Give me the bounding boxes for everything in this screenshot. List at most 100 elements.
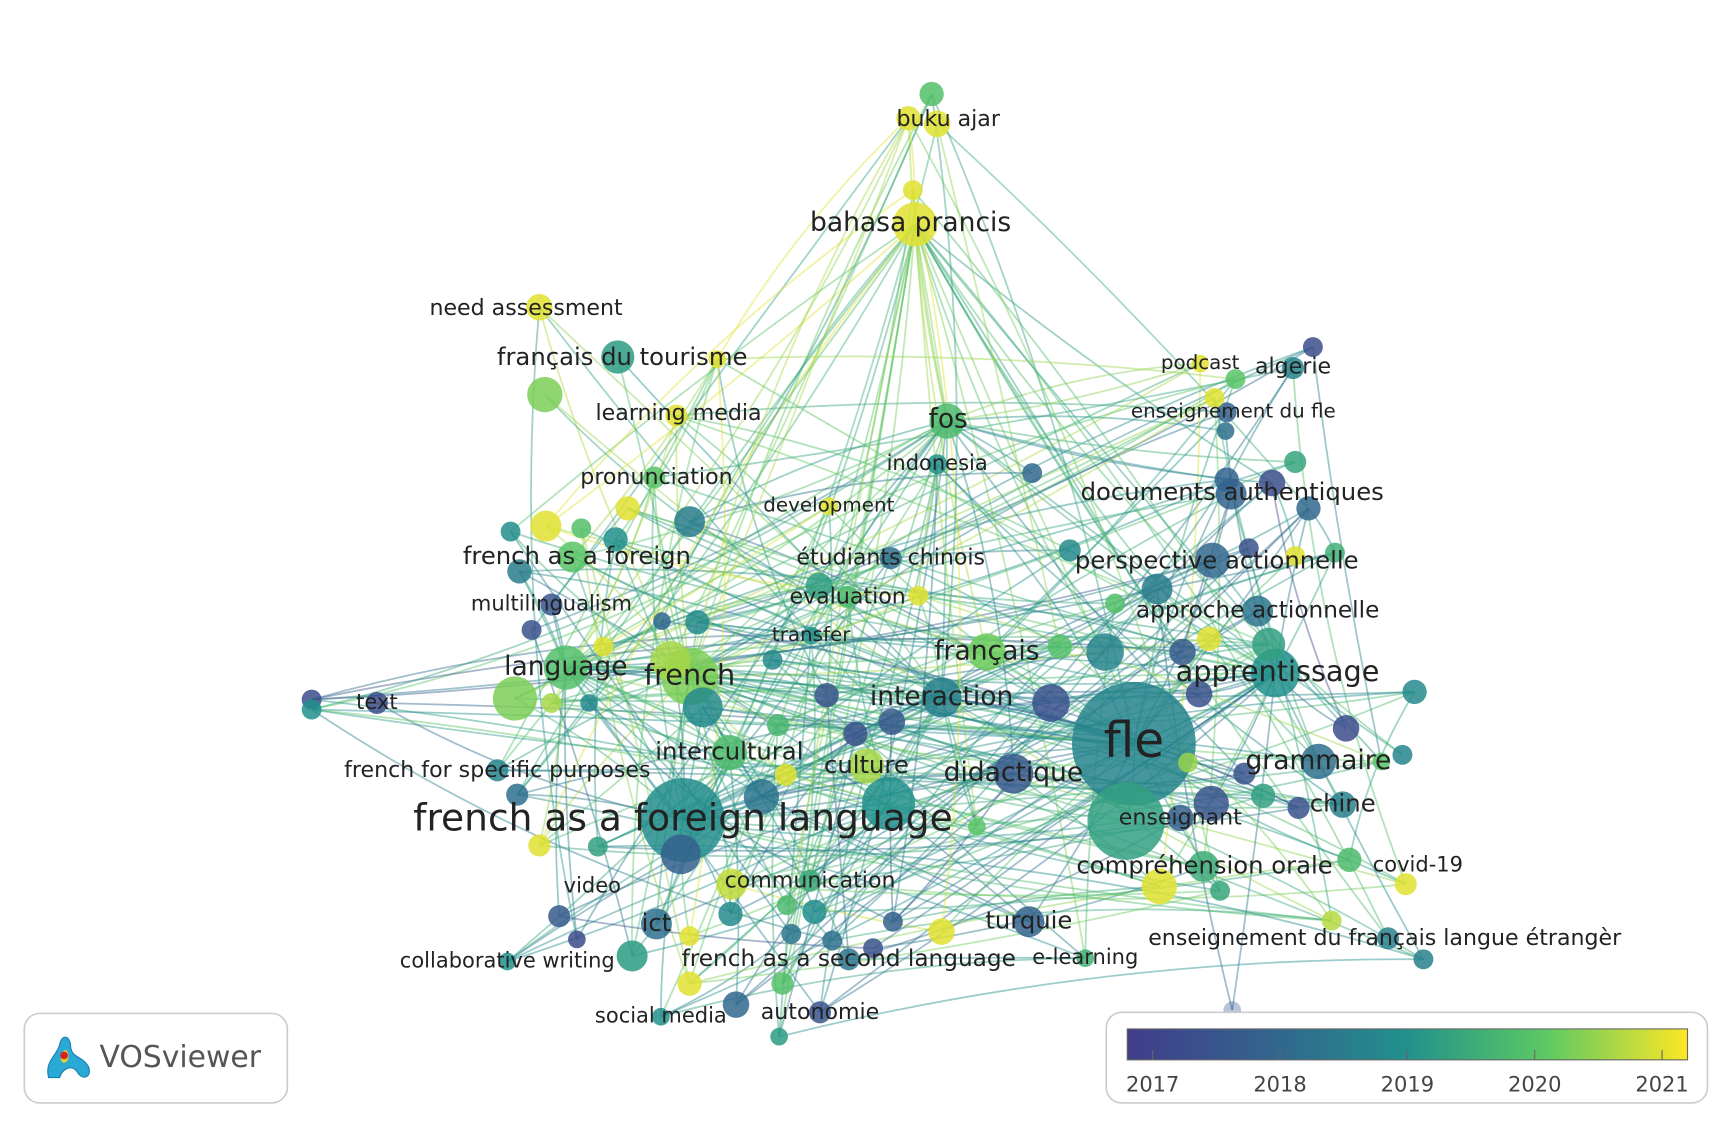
edge [519,568,1276,674]
node [1185,680,1213,708]
node [762,649,783,670]
edge [551,690,1415,730]
node-label: enseignement du français langue étrangèr [1148,925,1622,951]
edge [506,853,682,963]
node-label: video [564,873,621,897]
edge [813,702,1052,913]
node [1141,868,1177,905]
node-label: text [356,690,397,714]
node [896,106,921,131]
edge [917,420,948,596]
edge [848,956,1086,961]
edge [697,346,1314,624]
edge [496,223,916,771]
edge [311,708,1160,888]
node-label: indonesia [887,451,988,475]
edge [946,420,1296,463]
node-label: grammaire [1245,745,1391,776]
edge [946,420,1246,775]
edge [914,223,1403,756]
tick-label: 2017 [1126,1072,1179,1096]
edge [689,675,1424,961]
edge [572,556,942,699]
tick-label: 2021 [1635,1072,1688,1096]
edge [890,557,1061,648]
edge [615,538,1135,745]
node [770,1027,788,1046]
edge [545,189,914,527]
node [1413,949,1434,970]
edge [576,420,948,940]
node [836,585,859,608]
edge [946,362,1201,422]
edge [914,223,1389,939]
edge [814,858,1350,913]
node [1071,681,1196,806]
edge [565,666,1030,923]
node [1032,684,1070,722]
node [1251,648,1300,698]
node [1251,783,1276,808]
edge [831,645,1061,941]
edge [946,420,1403,756]
node [1196,626,1222,651]
node-label: learning media [596,400,762,426]
node [541,692,562,713]
node [993,753,1034,794]
node [766,713,790,737]
node [843,721,868,747]
edge [825,506,833,696]
node-label: enseignant [1119,804,1242,830]
edge [631,743,1135,957]
edge [689,696,943,985]
tick-label: 2018 [1253,1072,1306,1096]
node [679,926,700,947]
node [677,971,702,996]
node [718,901,743,927]
edge [936,123,1061,647]
edge [914,224,1106,653]
logo: VOSviewer [23,1012,289,1104]
edge [565,665,1135,745]
node [1242,595,1274,627]
node [556,541,588,573]
edge [688,117,910,677]
edge [565,666,942,699]
edge [565,378,1236,669]
node-label: social media [595,1004,727,1028]
node [879,547,902,570]
edge [809,224,916,882]
node-label: covid-19 [1373,852,1463,876]
edge [580,528,691,984]
logo-box [23,1012,289,1104]
logo-icon [60,1051,68,1060]
edge [810,634,1221,892]
edge [558,742,1134,917]
node-label: documents authentiques [1081,477,1384,506]
node [506,783,529,806]
node-label: compréhension orale [1076,850,1332,879]
edge [831,908,1332,942]
node-label: bahasa prancis [810,207,1011,238]
node [548,905,571,928]
edge [717,355,1236,380]
edge [597,844,1424,961]
edge [825,695,850,960]
edge [689,675,1382,763]
node [682,687,723,728]
node [1076,949,1095,968]
node [1258,469,1286,497]
edge [509,531,792,935]
logo-icon [47,1036,90,1079]
node-label: ict [642,908,672,937]
edge [819,672,1276,1014]
edge [689,675,1014,775]
node [771,972,794,995]
edge [506,752,731,963]
edge [565,666,942,699]
node [848,748,885,784]
edge [516,223,916,796]
edge [947,415,1226,432]
edge [551,672,1276,704]
edge [809,879,1406,900]
